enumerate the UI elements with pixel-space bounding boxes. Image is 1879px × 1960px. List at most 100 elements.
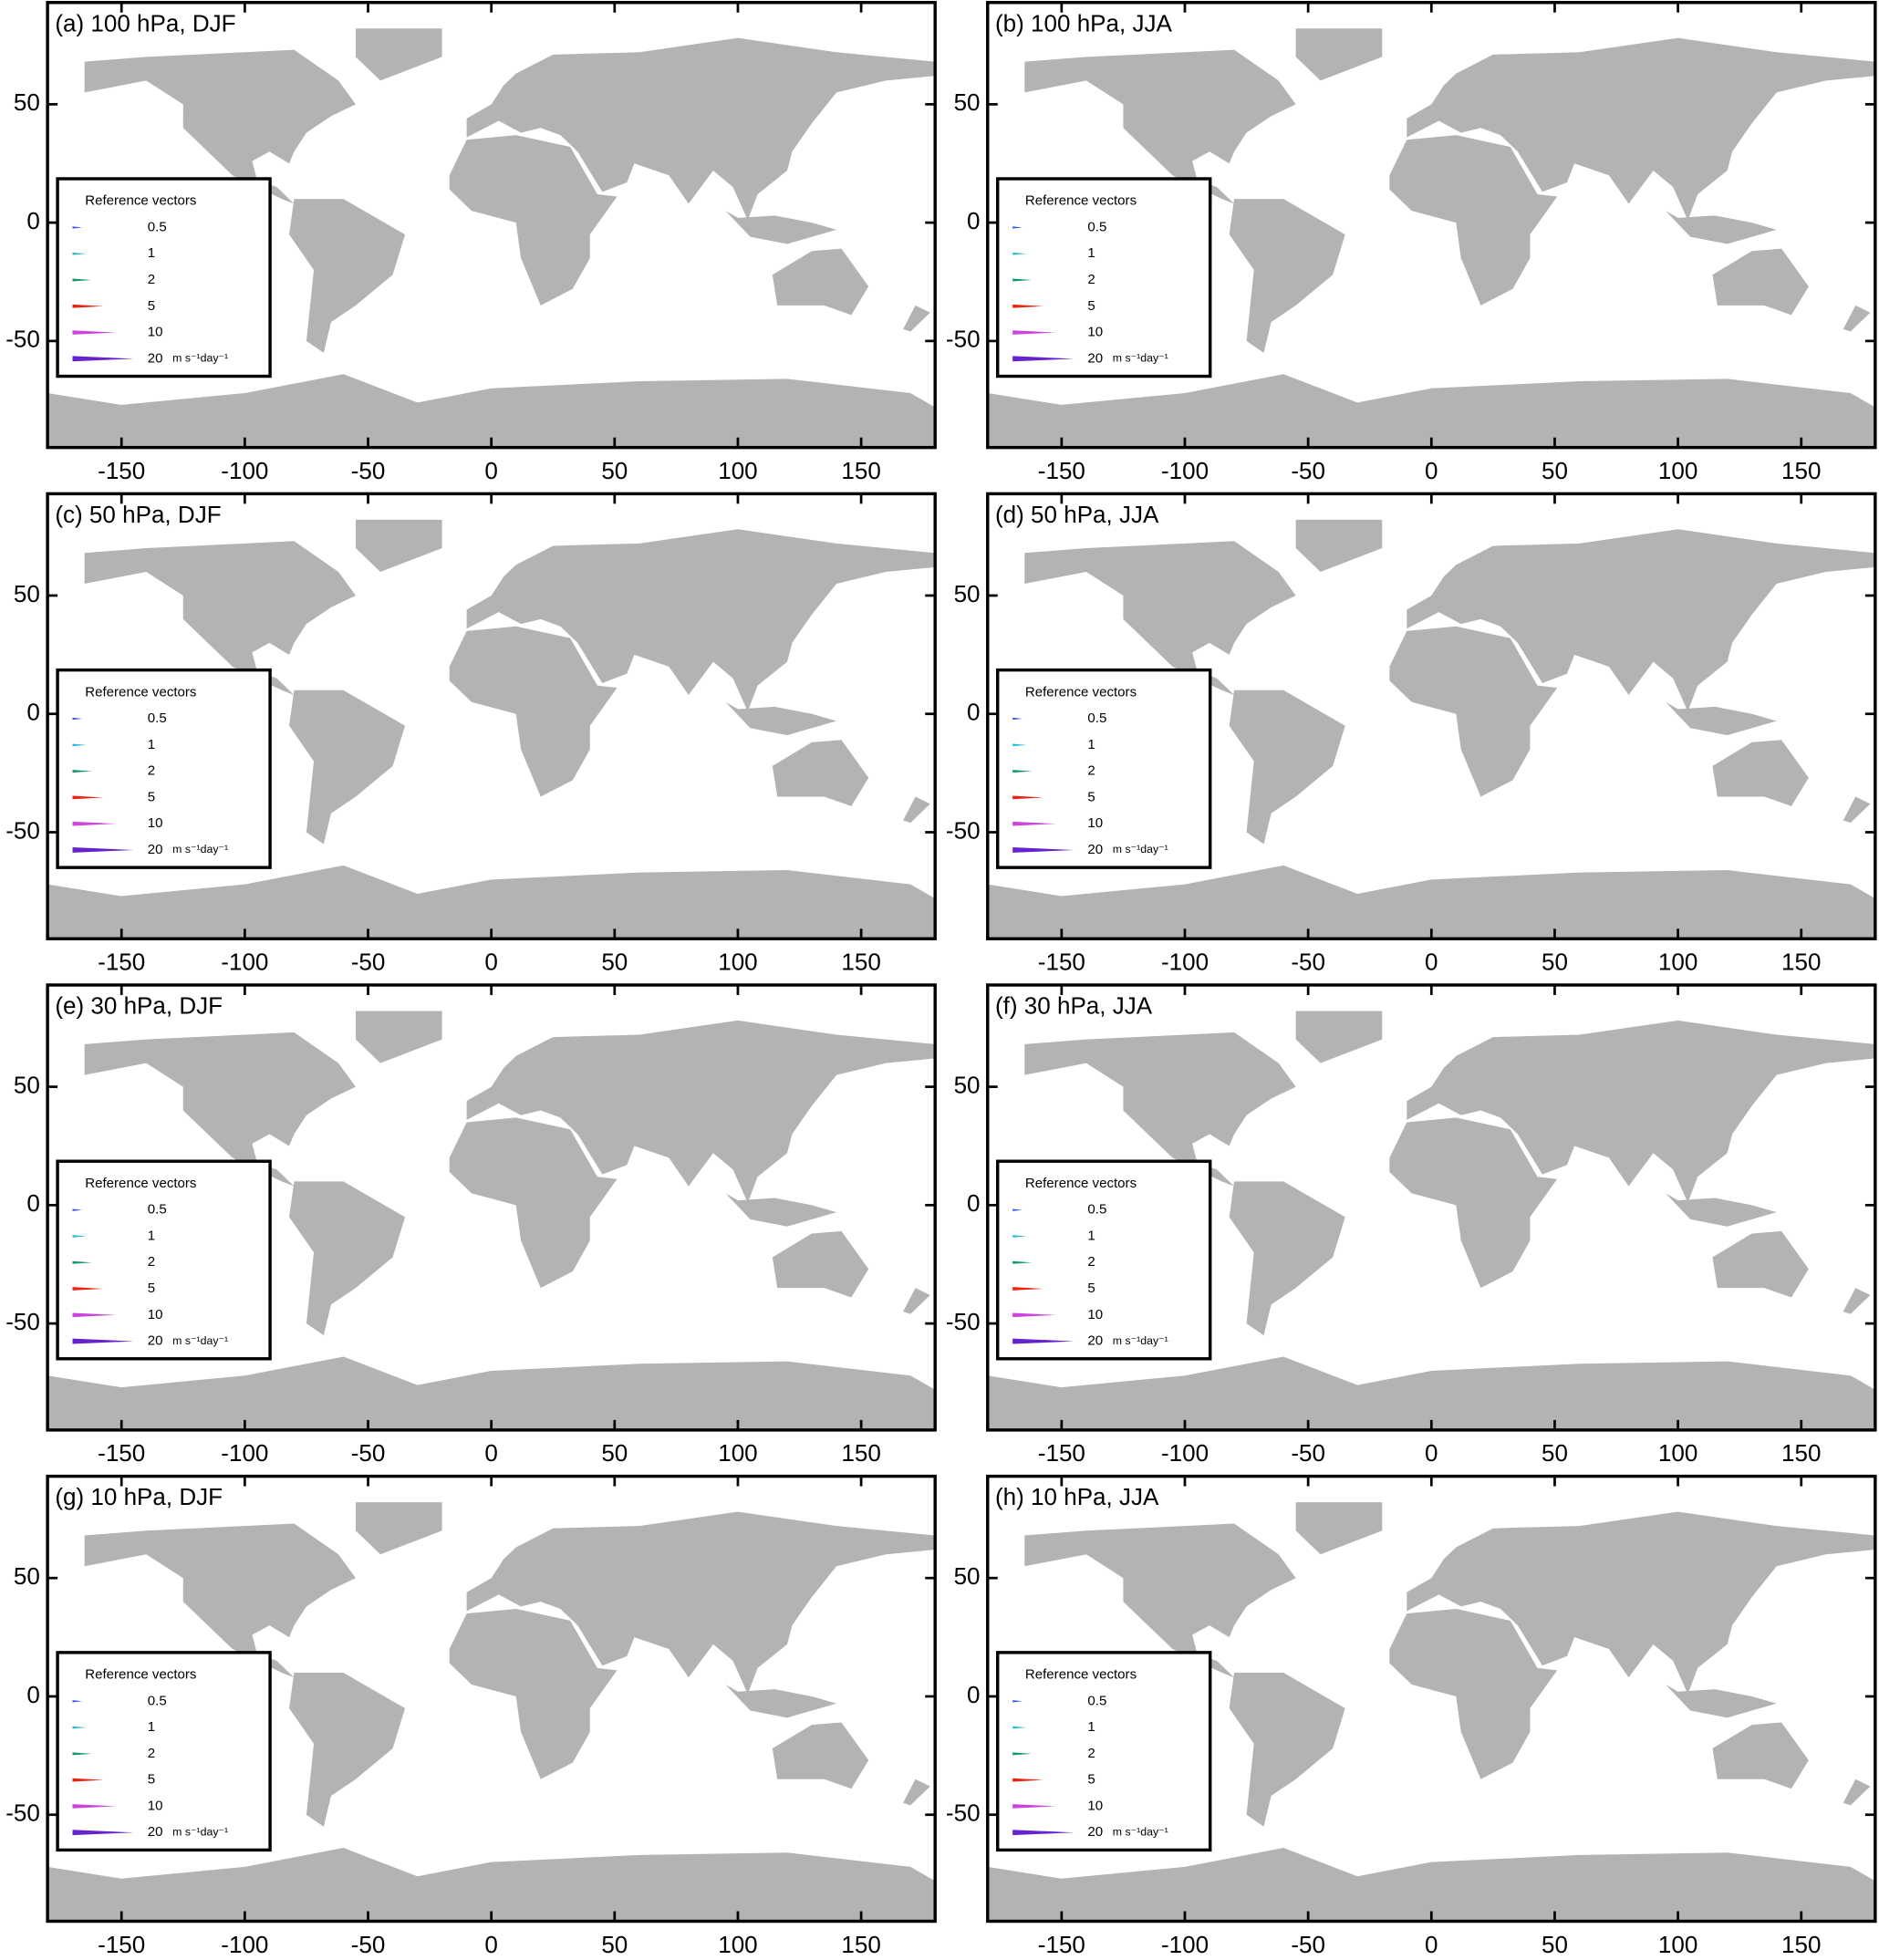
y-tick-label: 50 — [954, 580, 981, 607]
panel-title: (d) 50 hPa, JJA — [995, 501, 1159, 528]
legend-box — [996, 668, 1212, 869]
x-tick-label: 50 — [601, 1931, 628, 1958]
legend-box — [996, 1159, 1212, 1361]
continent — [466, 1511, 936, 1695]
legend: Reference vectors 0.5 1 2 5 10 20 m s⁻¹day⁻¹ — [56, 1159, 272, 1361]
x-tick-label: -100 — [1161, 457, 1209, 484]
reference-vector — [72, 1752, 92, 1756]
legend-title: Reference vectors — [85, 193, 196, 209]
legend-box — [56, 1159, 272, 1361]
y-tick-label: 50 — [954, 1562, 981, 1590]
x-tick-label: -50 — [351, 457, 386, 484]
x-tick-label: 100 — [718, 1439, 757, 1467]
legend-label: 0.5 — [148, 710, 167, 726]
legend: Reference vectors 0.5 1 2 5 10 20 m s⁻¹day⁻¹ — [996, 668, 1212, 869]
continent — [1024, 1032, 1296, 1187]
continent — [772, 1230, 869, 1298]
continent — [84, 541, 356, 695]
continent — [1407, 529, 1875, 712]
legend-title: Reference vectors — [85, 684, 196, 700]
continent — [355, 1011, 442, 1063]
continent — [1843, 1779, 1871, 1806]
reference-vector — [72, 304, 104, 308]
y-tick-label: 50 — [14, 88, 40, 116]
reference-vector — [72, 1260, 92, 1264]
x-tick-label: -50 — [1291, 949, 1325, 976]
y-tick-label: -50 — [5, 1308, 40, 1335]
x-tick-label: 0 — [484, 457, 497, 484]
reference-vector — [1012, 1312, 1056, 1318]
continent — [1407, 1020, 1875, 1203]
y-tick-label: 50 — [14, 580, 40, 607]
legend-label: 0.5 — [1087, 1693, 1106, 1708]
continent — [1295, 519, 1383, 573]
continent — [449, 626, 618, 797]
continent — [903, 1288, 930, 1314]
continent — [1229, 690, 1345, 845]
map-panel: (e) 30 hPa, DJF-150 -100 -50 0 50 100 150-5005… — [5, 983, 937, 1467]
legend-label: 0.5 — [148, 1202, 167, 1218]
legend-label: 10 — [148, 1307, 163, 1322]
reference-vector — [72, 821, 117, 826]
legend-label: 10 — [148, 1798, 163, 1813]
continent — [1666, 1684, 1777, 1718]
legend-label: 2 — [1087, 763, 1095, 779]
continent — [1295, 28, 1383, 81]
reference-vector — [1012, 743, 1027, 747]
x-tick-label: 0 — [1425, 1931, 1438, 1958]
reference-vector — [72, 252, 87, 255]
reference-vector — [72, 1830, 134, 1836]
x-tick-label: 100 — [718, 1931, 757, 1958]
land — [47, 1502, 936, 1922]
y-tick-label: -50 — [946, 1799, 981, 1827]
y-tick-label: 0 — [26, 207, 39, 234]
x-tick-label: 50 — [1542, 1931, 1568, 1958]
continent — [289, 1181, 406, 1336]
legend: Reference vectors 0.5 1 2 5 10 20 m s⁻¹day⁻¹ — [56, 668, 272, 869]
map-panel: (h) 10 hPa, JJA-150 -100 -50 0 50 100 150-5005… — [946, 1474, 1877, 1958]
legend-label: 5 — [148, 1772, 155, 1788]
legend-unit: m s⁻¹day⁻¹ — [1113, 843, 1168, 856]
y-tick-label: 0 — [967, 1681, 980, 1708]
continent — [903, 1779, 930, 1806]
legend-label: 0.5 — [148, 219, 167, 234]
legend-label: 0.5 — [148, 1693, 167, 1708]
x-tick-label: 100 — [1658, 1931, 1697, 1958]
y-tick-label: 0 — [967, 207, 980, 234]
legend-label: 0.5 — [1087, 710, 1106, 726]
x-tick-label: -100 — [221, 1931, 268, 1958]
legend-label: 5 — [148, 298, 155, 314]
continent — [903, 305, 930, 332]
continent — [987, 865, 1875, 939]
continent — [84, 1032, 356, 1187]
legend-label: 5 — [1087, 789, 1095, 804]
map-panel: (d) 50 hPa, JJA-150 -100 -50 0 50 100 150-5005… — [946, 492, 1877, 976]
continent — [289, 199, 406, 353]
panel-title: (h) 10 hPa, JJA — [995, 1483, 1159, 1510]
reference-vector — [72, 1235, 87, 1238]
legend-label: 1 — [148, 737, 155, 752]
reference-vector — [72, 1726, 87, 1729]
legend-title: Reference vectors — [1025, 1667, 1137, 1683]
x-tick-label: 150 — [1781, 457, 1821, 484]
legend: Reference vectors 0.5 1 2 5 10 20 m s⁻¹day⁻¹ — [56, 1651, 272, 1852]
legend: Reference vectors 0.5 1 2 5 10 20 m s⁻¹day⁻¹ — [996, 1651, 1212, 1852]
continent — [725, 1193, 837, 1227]
continent — [1712, 1722, 1809, 1789]
continent — [1295, 1502, 1383, 1555]
x-tick-label: -100 — [221, 457, 268, 484]
legend-title: Reference vectors — [85, 1176, 196, 1191]
legend-unit: m s⁻¹day⁻¹ — [172, 352, 228, 365]
reference-vector — [72, 1338, 134, 1344]
y-tick-label: 50 — [14, 1562, 40, 1590]
y-tick-label: 0 — [26, 1681, 39, 1708]
x-tick-label: -100 — [221, 1439, 268, 1467]
x-tick-label: 50 — [601, 1439, 628, 1467]
panel-title: (a) 100 hPa, DJF — [55, 9, 235, 36]
x-tick-label: -50 — [351, 949, 386, 976]
continent — [449, 1117, 618, 1289]
x-tick-label: 150 — [1781, 1439, 1821, 1467]
x-tick-label: 0 — [1425, 1439, 1438, 1467]
continent — [772, 740, 869, 806]
